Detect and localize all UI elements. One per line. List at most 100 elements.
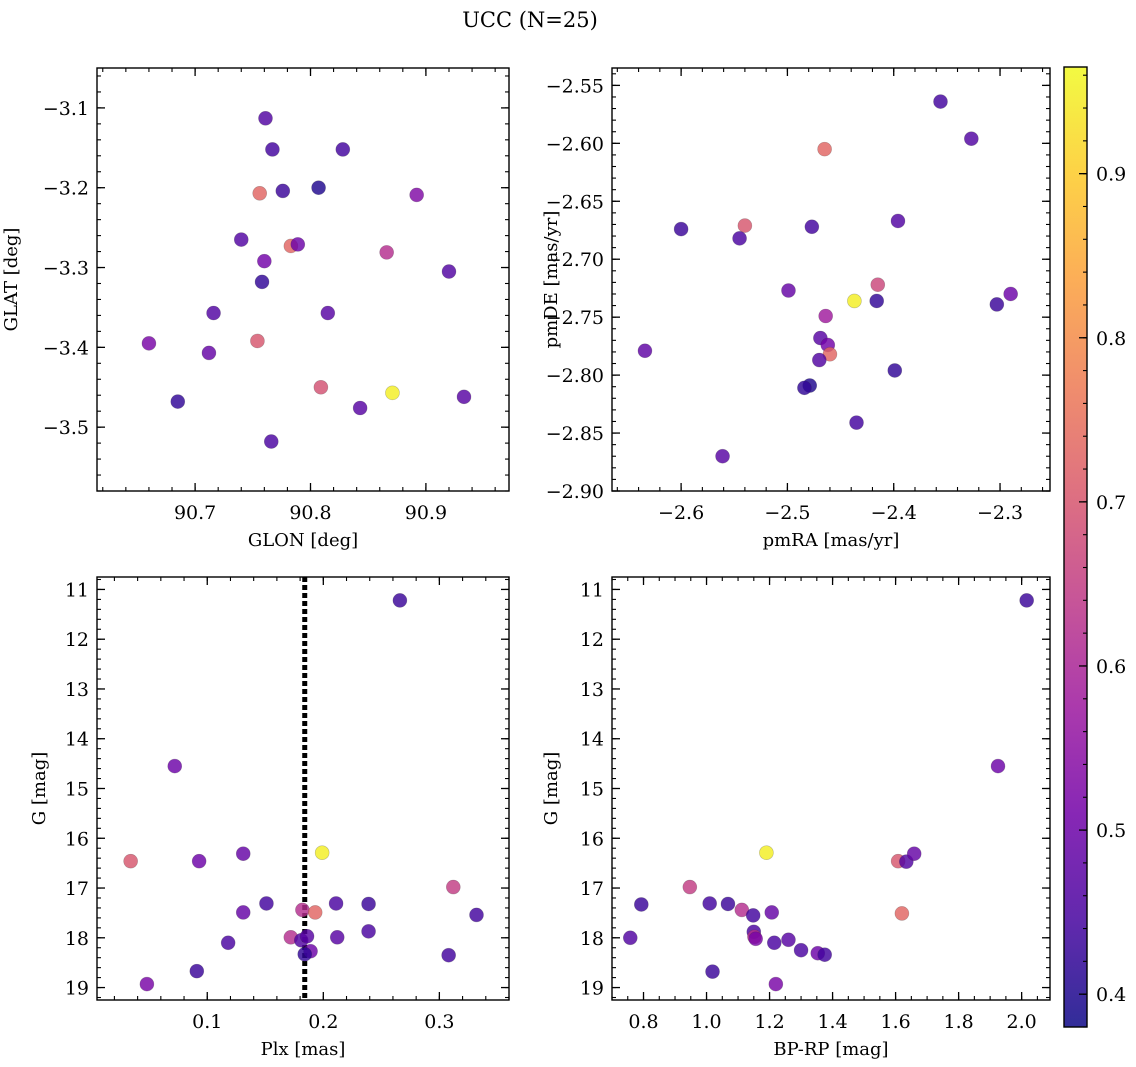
colorbar-tick-label: 0.6 xyxy=(1096,656,1126,678)
x-tick-label: 1.6 xyxy=(880,1011,910,1033)
colorbar-tick-label: 0.5 xyxy=(1096,820,1126,842)
scatter-point xyxy=(352,400,368,416)
scatter-point xyxy=(748,931,763,947)
points xyxy=(637,94,1018,464)
scatter-point xyxy=(263,434,279,449)
scatter-point xyxy=(989,297,1005,312)
colorbar-frame xyxy=(1063,66,1088,1028)
y-tick-label: 18 xyxy=(580,928,604,950)
y-tick-label: −2.80 xyxy=(546,365,604,387)
y-tick-label: 12 xyxy=(580,629,604,651)
scatter-point xyxy=(804,219,820,235)
x-tick-label: −2.4 xyxy=(871,502,917,524)
scatter-point xyxy=(313,379,329,395)
scatter-point xyxy=(764,905,780,920)
scatter-point xyxy=(220,935,236,951)
scatter-point xyxy=(257,253,272,269)
scatter-point xyxy=(933,94,948,109)
scatter-point xyxy=(329,929,345,945)
scatter-point xyxy=(385,385,400,401)
panel-plx-g: 0.1 0.2 0.3 11 12 13 14 15 16 17 18 19 Plx [mas] G [m… xyxy=(29,576,510,1060)
y-tick-label: 11 xyxy=(65,579,89,601)
scatter-point xyxy=(252,186,268,201)
scatter-point xyxy=(201,345,217,361)
scatter-point xyxy=(469,907,484,923)
scatter-point xyxy=(259,896,274,911)
scatter-point xyxy=(250,333,265,349)
x-tick-label: 90.8 xyxy=(289,502,331,524)
axes-frame xyxy=(611,67,1051,492)
y-tick-label: 11 xyxy=(580,579,604,601)
scatter-point xyxy=(206,305,221,321)
scatter-point xyxy=(781,932,796,948)
y-tick-label: −2.55 xyxy=(546,75,604,97)
y-tick-label: 19 xyxy=(580,978,604,1000)
scatter-point xyxy=(307,905,323,920)
scatter-point xyxy=(297,946,313,962)
scatter-point xyxy=(759,845,774,860)
scatter-point xyxy=(254,274,270,290)
points xyxy=(622,593,1034,992)
scatter-point xyxy=(361,896,376,912)
y-tick-label: −2.90 xyxy=(546,481,604,503)
scatter-point xyxy=(797,380,812,396)
scatter-point xyxy=(445,879,461,895)
scatter-point xyxy=(265,142,280,157)
scatter-point xyxy=(441,947,456,963)
colorbar-tick-label: 0.8 xyxy=(1096,328,1126,350)
figure-title: UCC (N=25) xyxy=(462,8,598,32)
scatter-point xyxy=(295,902,310,918)
y-axis-label: pmDE [mas/yr] xyxy=(541,211,562,349)
scatter-point xyxy=(314,845,330,860)
y-tick-label: −3.4 xyxy=(43,337,89,359)
y-tick-label: −3.2 xyxy=(43,178,89,200)
y-tick-label: −2.75 xyxy=(546,307,604,329)
scatter-point xyxy=(894,906,910,921)
scatter-point xyxy=(290,237,306,252)
colorbar-tick-label: 0.7 xyxy=(1096,492,1126,514)
scatter-point xyxy=(702,896,717,911)
panel-bprp-g: 0.8 1.0 1.2 1.4 1.6 1.8 2.0 11 12 13 14 15 16 17 18 19 B… xyxy=(541,576,1051,1060)
y-tick-label: 17 xyxy=(580,878,604,900)
x-tick-label: 0.8 xyxy=(628,1011,658,1033)
scatter-point xyxy=(622,930,638,946)
scatter-point xyxy=(705,964,720,979)
x-tick-label: 90.7 xyxy=(174,502,216,524)
scatter-point xyxy=(847,293,862,309)
y-axis-label: G [mag] xyxy=(29,752,50,825)
y-tick-label: 13 xyxy=(65,679,89,701)
x-tick-label: 0.3 xyxy=(424,1011,454,1033)
scatter-point xyxy=(361,924,376,939)
colorbar-tick-label: 0.9 xyxy=(1096,164,1126,186)
scatter-point xyxy=(191,853,207,869)
scatter-point xyxy=(812,352,827,368)
scatter-point xyxy=(870,277,886,293)
y-axis-label: GLAT [deg] xyxy=(1,228,22,332)
scatter-point xyxy=(781,283,796,298)
scatter-point xyxy=(335,142,351,157)
y-tick-label: 18 xyxy=(65,928,89,950)
y-tick-label: −3.3 xyxy=(43,258,89,280)
scatter-point xyxy=(849,415,864,430)
y-tick-label: 13 xyxy=(580,679,604,701)
x-tick-label: −2.6 xyxy=(658,502,704,524)
y-tick-label: 15 xyxy=(580,779,604,801)
scatter-point xyxy=(906,846,922,861)
panel-glon-glat: 90.7 90.8 90.9 −3.5 −3.4 −3.3 −3.2 −3.1 GLON [de… xyxy=(1,67,510,551)
scatter-point xyxy=(737,218,753,233)
scatter-point xyxy=(441,264,457,279)
x-tick-label: 0.2 xyxy=(308,1011,338,1033)
axes-frame xyxy=(611,576,1051,1001)
scatter-point xyxy=(818,308,833,324)
y-tick-label: −2.60 xyxy=(546,133,604,155)
scatter-point xyxy=(311,180,326,196)
scatter-point xyxy=(715,448,730,464)
scatter-point xyxy=(167,758,183,774)
x-tick-label: 1.0 xyxy=(691,1011,721,1033)
y-tick-label: −2.85 xyxy=(546,423,604,445)
x-axis-label: Plx [mas] xyxy=(261,1039,346,1060)
scatter-point xyxy=(634,897,649,912)
points xyxy=(123,593,484,992)
scatter-point xyxy=(964,131,979,146)
